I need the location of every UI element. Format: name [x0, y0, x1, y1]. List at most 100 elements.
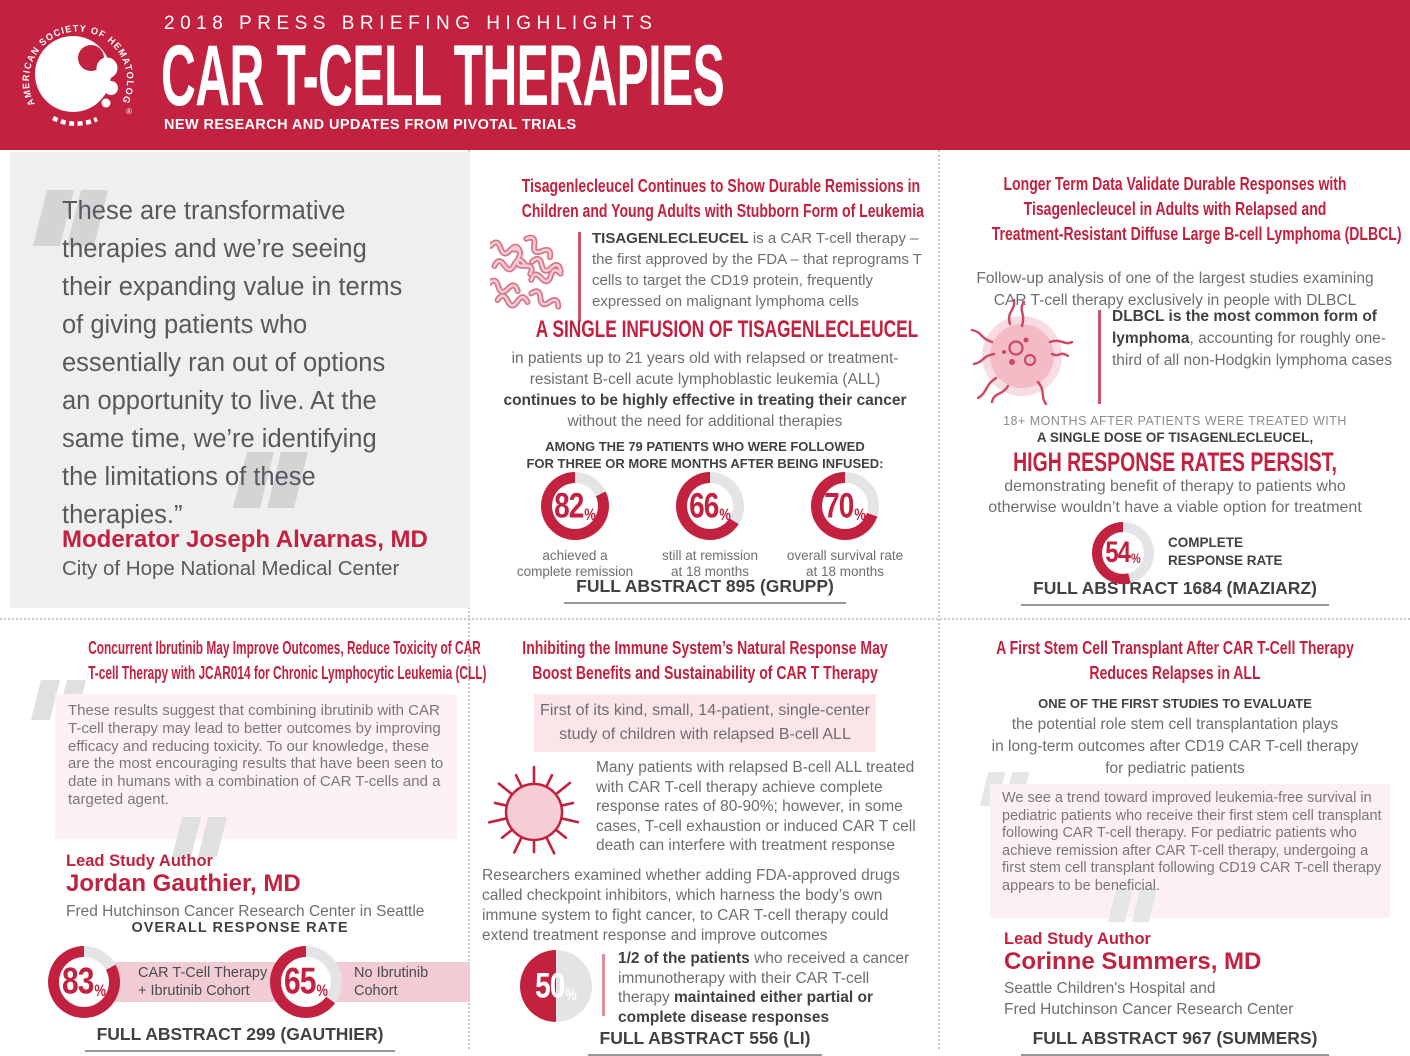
donut-chart-83: 83% [48, 946, 120, 1018]
maziarz-title: Longer Term Data Validate Durable Respon… [940, 172, 1410, 247]
donut-number: 83 [62, 960, 94, 1002]
gauthier-study-panel: Concurrent Ibrutinib May Improve Outcome… [10, 620, 487, 1052]
summers-title-line2: Reduces Relapses in ALL [1089, 663, 1261, 683]
percent-sign: % [854, 504, 866, 523]
gauthier-title-line2: T-cell Therapy with JCAR014 for Chronic … [88, 663, 487, 683]
grupp-abstract: FULL ABSTRACT 895 (GRUPP) [470, 576, 940, 604]
maziarz-intro-line1: Follow-up analysis of one of the largest… [976, 270, 1374, 287]
li-title: Inhibiting the Immune System’s Natural R… [470, 636, 940, 686]
cohort-label-line2: + Ibrutinib Cohort [138, 983, 250, 999]
grupp-headline-wrap: A SINGLE INFUSION OF TISAGENLECLEUCEL [470, 316, 940, 344]
affiliation-line2: Fred Hutchinson Cancer Research Center [1004, 1001, 1294, 1018]
donut-chart-65: 65% [270, 946, 342, 1018]
li-abstract-link[interactable]: FULL ABSTRACT 556 (LI) [587, 1028, 823, 1056]
donut-hole [552, 483, 598, 529]
grupp-title-line1: Tisagenlecleucel Continues to Show Durab… [521, 176, 921, 196]
moderator-quote-text: These are transformative therapies and w… [62, 197, 403, 529]
li-highlight-box: First of its kind, small, 14-patient, si… [534, 694, 876, 752]
grupp-title: Tisagenlecleucel Continues to Show Durab… [470, 174, 940, 224]
author-affiliation: Fred Hutchinson Cancer Research Center i… [66, 903, 425, 920]
summers-intro: the potential role stem cell transplanta… [940, 714, 1410, 780]
summers-caps: ONE OF THE FIRST STUDIES TO EVALUATE [1038, 696, 1312, 711]
donut-value: 70% [811, 464, 879, 549]
summers-abstract-link[interactable]: FULL ABSTRACT 967 (SUMMERS) [1020, 1028, 1330, 1056]
maziarz-title-line2: Tisagenlecleucel in Adults with Relapsed… [1023, 199, 1327, 219]
donut-hole [822, 483, 868, 529]
gauthier-abstract-link[interactable]: FULL ABSTRACT 299 (GAUTHIER) [84, 1024, 396, 1052]
grupp-subtext: in patients up to 21 years old with rela… [470, 348, 940, 432]
donut-label-line2: at 18 months [670, 564, 750, 579]
grupp-stats-header: AMONG THE 79 PATIENTS WHO WERE FOLLOWED … [470, 438, 940, 472]
maziarz-precaps: 18+ MONTHS AFTER PATIENTS WERE TREATED W… [1003, 414, 1347, 428]
row-divider [0, 618, 1410, 620]
donut-label-line2: at 18 months [805, 564, 885, 579]
maziarz-headline-wrap: HIGH RESPONSE RATES PERSIST, [940, 447, 1410, 478]
percent-sign: % [94, 980, 106, 999]
summers-intro-line2: in long-term outcomes after CD19 CAR T-c… [991, 738, 1359, 755]
summers-study-panel: A First Stem Cell Transplant After CAR T… [940, 620, 1410, 1056]
grupp-abstract-link[interactable]: FULL ABSTRACT 895 (GRUPP) [564, 576, 846, 604]
header-kicker: 2018 PRESS BRIEFING HIGHLIGHTS [164, 13, 658, 34]
grupp-intro: TISAGENLECLEUCEL is a CAR T-cell therapy… [592, 228, 930, 312]
grupp-sub-line1: in patients up to 21 years old with rela… [511, 350, 899, 367]
donut-label-line1: COMPLETE [1168, 535, 1244, 550]
donut-label-line1: overall survival rate [786, 548, 904, 563]
author-name: Jordan Gauthier, MD [66, 870, 301, 897]
donut-chart-82: 82% [541, 472, 609, 540]
lead-study-author-label: Lead Study Author [66, 852, 213, 870]
donut-chart-54: 54% [1092, 522, 1154, 584]
gauthier-title-line1: Concurrent Ibrutinib May Improve Outcome… [88, 638, 481, 658]
li-abstract: FULL ABSTRACT 556 (LI) [470, 1028, 940, 1056]
moderator-affiliation: City of Hope National Medical Center [62, 557, 400, 580]
li-title-line1: Inhibiting the Immune System’s Natural R… [522, 638, 888, 658]
summers-title: A First Stem Cell Transplant After CAR T… [940, 636, 1410, 686]
maziarz-abstract-link[interactable]: FULL ABSTRACT 1684 (MAZIARZ) [1021, 578, 1329, 606]
percent-sign: % [719, 504, 731, 523]
author-affiliation: Seattle Children's Hospital and Fred Hut… [1004, 978, 1293, 1020]
maziarz-intro: Follow-up analysis of one of the largest… [950, 268, 1400, 312]
stat-divider-rule [602, 954, 605, 1016]
summers-title-line1: A First Stem Cell Transplant After CAR T… [996, 638, 1354, 658]
donut-hole [687, 483, 733, 529]
maziarz-abstract: FULL ABSTRACT 1684 (MAZIARZ) [940, 578, 1410, 606]
lymphoma-cells-icon [490, 230, 568, 310]
grupp-intro-rest: is a CAR T-cell therapy – the first appr… [592, 230, 922, 310]
side-divider-rule [1098, 310, 1101, 404]
donut-number: 82 [554, 486, 584, 525]
affiliation-line1: Seattle Children's Hospital and [1004, 980, 1216, 997]
donut-hole [281, 957, 331, 1007]
maziarz-tail-line1: demonstrating benefit of therapy to pati… [1004, 478, 1346, 495]
gauthier-quote-text: These results suggest that combining ibr… [68, 702, 444, 808]
li-highlight-line2: study of children with relapsed B-cell A… [559, 726, 851, 743]
percent-sign: % [565, 984, 577, 1003]
percent-sign: % [316, 980, 328, 999]
donut-label: still at remission at 18 months [635, 548, 785, 580]
grupp-sub-line3: without the need for additional therapie… [567, 413, 843, 430]
column-divider-right [938, 150, 940, 1049]
donut-value: 83% [48, 937, 120, 1027]
percent-sign: % [1130, 551, 1141, 567]
cohort-label-box: CAR T-Cell Therapy + Ibrutinib Cohort [110, 962, 288, 1002]
quote-highlight-box [55, 694, 457, 839]
quote-highlight-box [990, 784, 1390, 918]
cohort-label-line2: Cohort [354, 983, 398, 999]
pie-number: 50 [535, 966, 565, 1005]
grupp-headline: A SINGLE INFUSION OF TISAGENLECLEUCEL [535, 316, 919, 343]
donut-value: 65% [270, 937, 342, 1027]
maziarz-intro-line2: CAR T-cell therapy exclusively in people… [993, 292, 1357, 309]
donut-label-line2: RESPONSE RATE [1168, 553, 1283, 568]
dlbcl-cell-icon [970, 298, 1074, 406]
page-title: CAR T-CELL THERAPIES [161, 28, 725, 124]
donut-label-line1: still at remission [661, 548, 759, 563]
li-study-panel: Inhibiting the Immune System’s Natural R… [470, 620, 940, 1056]
grupp-sub-bold: continues to be highly effective in trea… [503, 392, 907, 409]
li-stat-bold2: maintained either partial or complete di… [618, 989, 873, 1027]
moderator-quote-panel: These are transformative therapies and w… [10, 152, 470, 608]
li-stat-bold1: 1/2 of the patients [618, 950, 750, 967]
pie-chart-50: 50% [520, 950, 592, 1022]
author-name: Corinne Summers, MD [1004, 948, 1262, 975]
donut-number: 54 [1105, 535, 1131, 570]
donut-hole [1102, 532, 1144, 574]
cohort-label-box: No Ibrutinib Cohort [332, 962, 470, 1002]
donut-value: 54% [1092, 514, 1154, 592]
